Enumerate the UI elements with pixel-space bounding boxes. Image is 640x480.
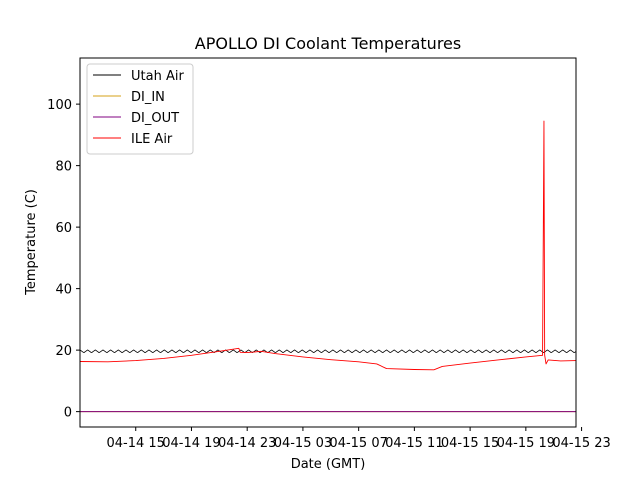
- legend-label-di-in: DI_IN: [131, 90, 165, 105]
- y-tick-label: 40: [55, 283, 72, 298]
- legend: Utah Air DI_IN DI_OUT ILE Air: [86, 63, 194, 155]
- y-axis-label: Temperature (C): [24, 189, 39, 296]
- x-tick-label: 04-15 07: [329, 436, 387, 451]
- y-tick-label: 80: [55, 160, 72, 175]
- x-tick-label: 04-14 19: [162, 436, 220, 451]
- x-tick-label: 04-15 19: [497, 436, 555, 451]
- series-layer: [79, 120, 577, 413]
- legend-label-ile-air: ILE Air: [131, 132, 173, 147]
- chart-title: APOLLO DI Coolant Temperatures: [195, 34, 461, 53]
- legend-frame: [86, 63, 194, 155]
- y-tick-label: 20: [55, 344, 72, 359]
- series-line-ile-air: [79, 120, 577, 371]
- x-tick-label: 04-15 23: [552, 436, 610, 451]
- legend-label-utah-air: Utah Air: [131, 69, 184, 84]
- x-tick-label: 04-15 15: [441, 436, 499, 451]
- legend-label-di-out: DI_OUT: [131, 111, 179, 126]
- y-tick-label: 100: [47, 98, 72, 113]
- x-tick-label: 04-15 03: [274, 436, 332, 451]
- y-axis: 0 20 40 60 80 100: [47, 98, 80, 421]
- y-tick-label: 0: [64, 406, 72, 421]
- x-tick-label: 04-14 23: [218, 436, 276, 451]
- x-axis-label: Date (GMT): [291, 457, 366, 472]
- series-line-utah-air: [79, 349, 577, 353]
- x-tick-label: 04-15 11: [385, 436, 443, 451]
- plot-frame: [79, 57, 577, 428]
- y-tick-label: 60: [55, 221, 72, 236]
- x-tick-label: 04-14 15: [107, 436, 165, 451]
